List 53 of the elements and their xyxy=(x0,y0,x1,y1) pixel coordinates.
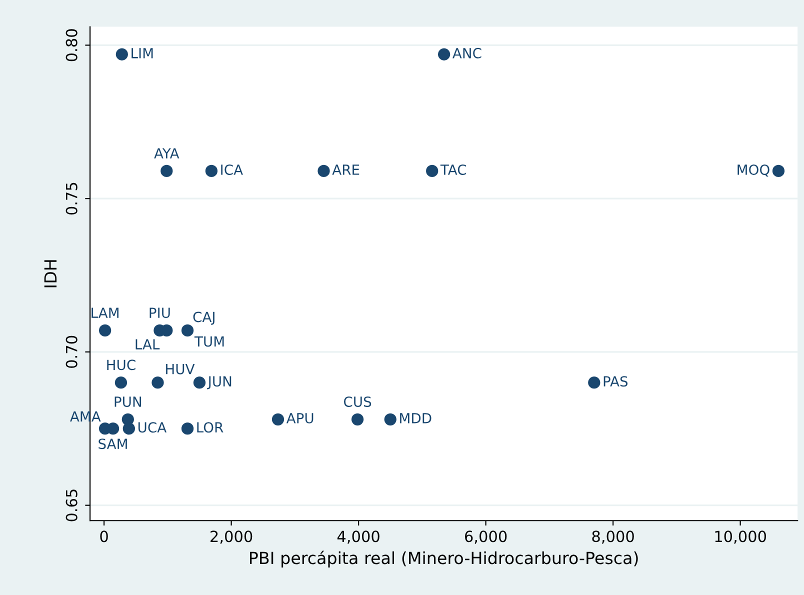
point xyxy=(772,164,785,178)
point xyxy=(116,48,128,60)
point xyxy=(318,164,330,178)
x-tick-label: 2,000 xyxy=(210,530,252,544)
point xyxy=(181,422,194,435)
annotation: TUM xyxy=(194,336,224,347)
annotation: AYA xyxy=(154,148,180,158)
annotation: LAM xyxy=(92,308,118,318)
point xyxy=(438,48,450,60)
x-tick-label: 0 xyxy=(100,530,108,542)
annotation: UCA xyxy=(138,422,167,433)
annotation: LOR xyxy=(197,422,224,433)
y-tick-label: 0.65 xyxy=(66,490,78,522)
point xyxy=(160,164,173,178)
point xyxy=(122,422,135,435)
annotation: PUN xyxy=(114,396,142,407)
annotation: PAS xyxy=(604,376,628,387)
annotation: JUN xyxy=(207,376,232,390)
x-tick-label: 8,000 xyxy=(592,530,634,544)
y-axis-title: IDH xyxy=(44,260,57,288)
annotation: HUV xyxy=(166,364,195,374)
annotation: PIU xyxy=(150,308,170,318)
point xyxy=(426,164,438,178)
annotation: ANC xyxy=(452,48,482,58)
annotation: SAM xyxy=(98,438,127,450)
annotation: ICA xyxy=(221,164,243,175)
point xyxy=(181,324,194,337)
annotation: CUS xyxy=(344,396,372,407)
point xyxy=(114,376,128,389)
y-tick-label: 0.80 xyxy=(66,29,78,62)
y-tick-label: 0.75 xyxy=(66,182,78,215)
x-axis-title: PBI percápita real (Minero-Hidrocarburo-Pesca) xyxy=(250,550,638,568)
x-tick-label: 6,000 xyxy=(465,530,507,544)
annotation: HUC xyxy=(107,360,136,370)
point xyxy=(588,376,600,389)
annotation: LIM xyxy=(132,48,153,58)
point xyxy=(272,413,284,426)
annotation: CAJ xyxy=(193,312,214,325)
x-tick-label: 10,000 xyxy=(715,530,766,544)
annotation: LAL xyxy=(136,339,160,350)
annotation: APU xyxy=(286,413,314,424)
annotation: TAC xyxy=(440,164,466,175)
annotation: MOQ xyxy=(738,164,770,177)
y-tick-label: 0.70 xyxy=(66,336,78,368)
annotation: ARE xyxy=(332,164,360,175)
point xyxy=(351,413,364,426)
point xyxy=(98,324,112,337)
annotation: MDD xyxy=(400,413,432,424)
point xyxy=(152,376,164,389)
x-tick-label: 4,000 xyxy=(337,530,380,544)
point xyxy=(384,413,396,426)
point xyxy=(193,376,206,389)
point xyxy=(205,164,218,178)
